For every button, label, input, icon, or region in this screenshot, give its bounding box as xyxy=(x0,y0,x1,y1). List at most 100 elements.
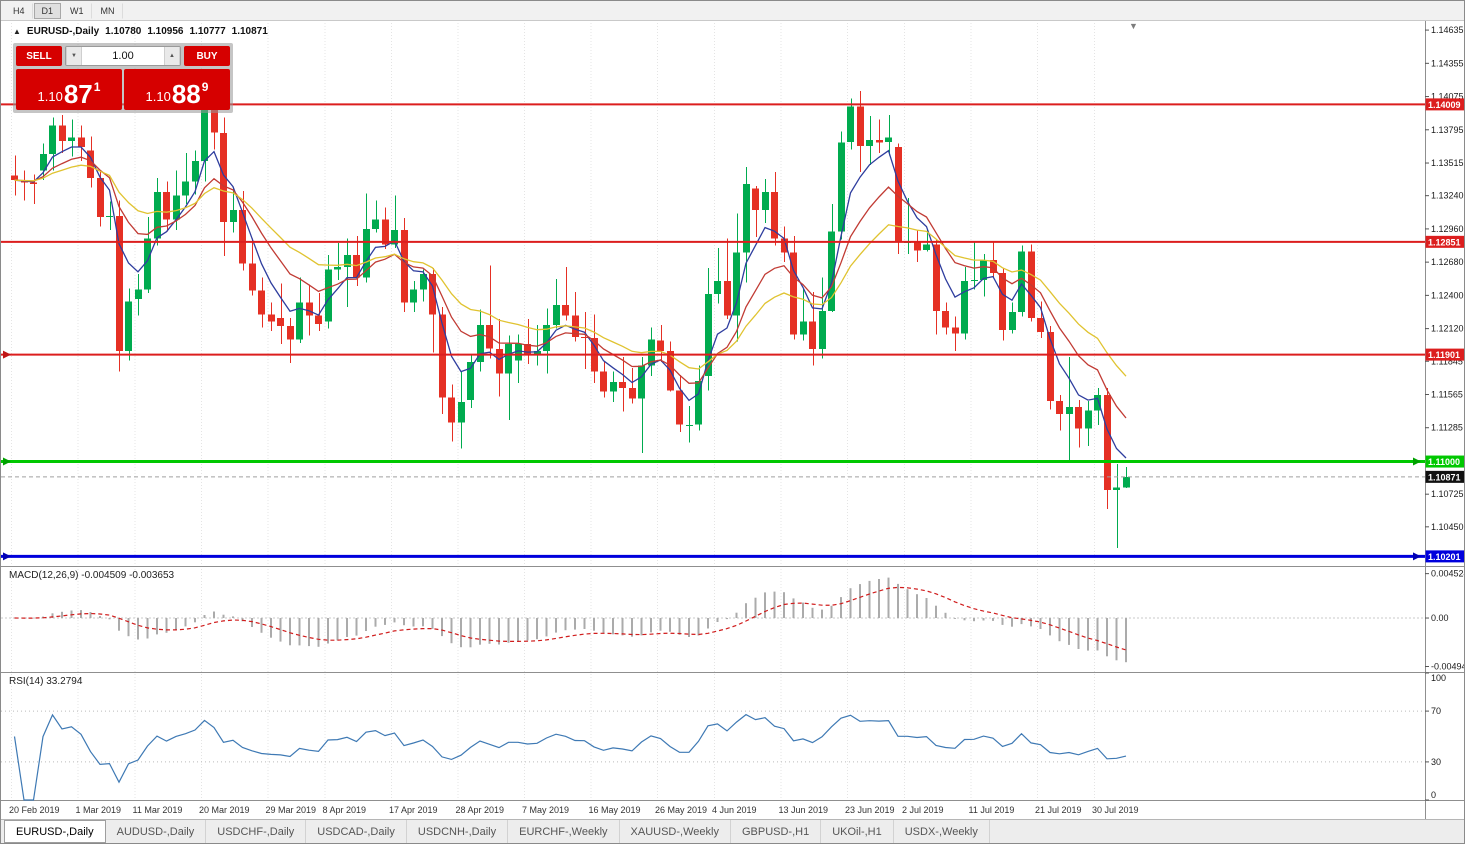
date-tick-label: 11 Mar 2019 xyxy=(132,805,183,815)
candle-body xyxy=(344,255,351,267)
candle-body xyxy=(249,263,256,291)
buy-button[interactable]: BUY xyxy=(184,46,230,66)
price-tick-label: 1.12960 xyxy=(1431,224,1464,234)
candle-body xyxy=(724,281,731,316)
candle-body xyxy=(809,321,816,349)
candle-body xyxy=(30,182,37,184)
date-tick-label: 13 Jun 2019 xyxy=(778,805,829,815)
candle-body xyxy=(1075,406,1082,429)
date-tick-label: 30 Jul 2019 xyxy=(1092,805,1139,815)
volume-increase-icon[interactable]: ▲ xyxy=(164,47,180,65)
candle-body xyxy=(505,344,512,374)
candle-body xyxy=(515,344,522,361)
date-tick-label: 26 May 2019 xyxy=(655,805,708,815)
axis-price-tag xyxy=(1425,235,1464,248)
buy-price-box[interactable]: 1.10 88 9 xyxy=(124,69,230,110)
candle-body xyxy=(296,302,303,340)
axis-price-tag-label: 1.10871 xyxy=(1428,472,1461,482)
candle-body xyxy=(819,310,826,349)
sell-button[interactable]: SELL xyxy=(16,46,62,66)
timeframe-button-h4[interactable]: H4 xyxy=(5,2,33,19)
sell-price-box[interactable]: 1.10 87 1 xyxy=(16,69,122,110)
candle-body xyxy=(771,192,778,239)
symbol-tab[interactable]: USDCNH-,Daily xyxy=(407,820,509,843)
date-tick-label: 28 Apr 2019 xyxy=(455,805,505,815)
price-tick-label: 1.12120 xyxy=(1431,324,1464,334)
level-arrow-icon xyxy=(1413,552,1421,561)
timeframe-toolbar: H4 D1 W1 MN xyxy=(1,1,1464,21)
rsi-indicator-label: RSI(14) 33.2794 xyxy=(9,676,83,687)
date-tick-label: 16 May 2019 xyxy=(588,805,641,815)
symbol-tab[interactable]: EURUSD-,Daily xyxy=(4,820,106,843)
symbol-tab[interactable]: USDCAD-,Daily xyxy=(306,820,407,843)
candle-body xyxy=(97,177,104,218)
symbol-tab[interactable]: USDX-,Weekly xyxy=(894,820,990,843)
candle-body xyxy=(714,281,721,295)
candle-body xyxy=(277,317,284,327)
price-tick-label: 1.14355 xyxy=(1431,58,1464,68)
candle-body xyxy=(353,255,360,278)
price-tick-label: 1.13795 xyxy=(1431,125,1464,135)
timeframe-button-d1[interactable]: D1 xyxy=(33,2,62,19)
symbol-tab[interactable]: XAUUSD-,Weekly xyxy=(620,820,731,843)
candle-body xyxy=(971,279,978,282)
candle-body xyxy=(762,192,769,210)
axis-price-tag-label: 1.10201 xyxy=(1428,552,1461,562)
candle-body xyxy=(857,106,864,146)
candle-body xyxy=(676,390,683,425)
candle-body xyxy=(401,230,408,303)
date-tick-label: 7 May 2019 xyxy=(522,805,570,815)
candle-body xyxy=(182,181,189,196)
ohlc-low: 1.10777 xyxy=(189,26,226,37)
candle-body xyxy=(733,252,740,316)
date-tick-label: 4 Jun 2019 xyxy=(712,805,757,815)
symbol-tab[interactable]: AUDUSD-,Daily xyxy=(106,820,207,843)
candle-body xyxy=(59,125,66,141)
candle-body xyxy=(895,147,902,242)
price-tick-label: 1.10725 xyxy=(1431,489,1464,499)
chart-symbol-label: EURUSD-,Daily xyxy=(26,26,100,37)
price-tick-label: 1.13240 xyxy=(1431,191,1464,201)
candle-body xyxy=(1037,317,1044,333)
price-axis[interactable]: 1.14635 1.14355 1.14075 1.13795 1.13515 1.132… xyxy=(1425,25,1464,532)
candle-body xyxy=(600,371,607,392)
chart-shift-marker-icon[interactable]: ▼ xyxy=(1129,21,1138,31)
candle-body xyxy=(325,269,332,322)
candle-body xyxy=(448,397,455,423)
symbol-tab[interactable]: EURCHF-,Weekly xyxy=(508,820,620,843)
symbol-tab[interactable]: UKOil-,H1 xyxy=(821,820,894,843)
candle-body xyxy=(914,242,921,251)
candle-body xyxy=(173,195,180,220)
symbol-tab[interactable]: GBPUSD-,H1 xyxy=(731,820,822,843)
timeframe-button-w1[interactable]: W1 xyxy=(62,2,92,19)
candle-body xyxy=(686,424,693,426)
candle-body xyxy=(420,274,427,290)
candle-body xyxy=(116,215,123,352)
candle-body xyxy=(581,336,588,339)
candle-body xyxy=(952,327,959,334)
volume-input[interactable] xyxy=(82,47,164,65)
candle-body xyxy=(382,219,389,245)
collapse-panel-icon[interactable]: ▲ xyxy=(13,27,21,36)
volume-stepper: ▼ ▲ xyxy=(65,46,181,66)
volume-decrease-icon[interactable]: ▼ xyxy=(66,47,82,65)
candle-body xyxy=(1094,395,1101,411)
candle-body xyxy=(876,139,883,143)
axis-price-tag xyxy=(1425,455,1464,468)
level-arrow-icon xyxy=(3,552,11,561)
date-tick-label: 11 Jul 2019 xyxy=(968,805,1015,815)
macd-histogram xyxy=(13,577,1127,663)
candle-body xyxy=(429,274,436,315)
symbol-tab[interactable]: USDCHF-,Daily xyxy=(206,820,307,843)
candle-body xyxy=(192,161,199,182)
axis-price-tag-label: 1.11901 xyxy=(1428,350,1460,360)
axis-price-tag-label: 1.12851 xyxy=(1428,237,1461,247)
time-axis[interactable]: 20 Feb 2019 1 Mar 2019 11 Mar 2019 20 Mar 2… xyxy=(1,802,1425,821)
candle-body xyxy=(458,402,465,423)
price-tick-label: 1.12680 xyxy=(1431,257,1464,267)
timeframe-button-mn[interactable]: MN xyxy=(93,2,123,19)
level-arrow-icon xyxy=(3,350,11,359)
ohlc-high: 1.10956 xyxy=(147,26,184,37)
